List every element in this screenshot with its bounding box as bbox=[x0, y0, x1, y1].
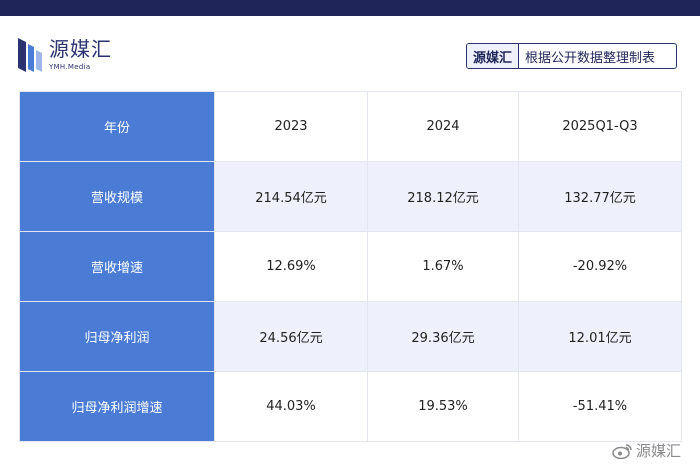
row-label: 归母净利润 bbox=[19, 301, 215, 372]
top-bar bbox=[0, 0, 700, 16]
logo-text: 源媒汇 YMH.Media bbox=[49, 38, 112, 72]
logo-name: 源媒汇 bbox=[49, 37, 112, 61]
header-cell-2024: 2024 bbox=[367, 91, 519, 162]
source-tag-brand: 源媒汇 bbox=[467, 44, 520, 68]
header-cell-2023: 2023 bbox=[214, 91, 368, 162]
table-row: 营收规模 214.54亿元 218.12亿元 132.77亿元 bbox=[19, 161, 682, 232]
table-cell: -51.41% bbox=[518, 371, 682, 442]
table-cell: 1.67% bbox=[367, 231, 519, 302]
logo-mark-icon bbox=[18, 38, 42, 72]
financial-table: 年份 2023 2024 2025Q1-Q3 营收规模 214.54亿元 218… bbox=[19, 91, 682, 442]
header-cell-2025q1-q3: 2025Q1-Q3 bbox=[518, 91, 682, 162]
row-label: 营收规模 bbox=[19, 161, 215, 232]
table-row: 营收增速 12.69% 1.67% -20.92% bbox=[19, 231, 682, 302]
table-cell: 24.56亿元 bbox=[214, 301, 368, 372]
table-header-row: 年份 2023 2024 2025Q1-Q3 bbox=[19, 91, 682, 162]
table-cell: 132.77亿元 bbox=[518, 161, 682, 232]
row-label: 归母净利润增速 bbox=[19, 371, 215, 442]
table-cell: 29.36亿元 bbox=[367, 301, 519, 372]
table-cell: 12.01亿元 bbox=[518, 301, 682, 372]
watermark-text: 源媒汇 bbox=[636, 442, 682, 460]
row-label: 营收增速 bbox=[19, 231, 215, 302]
watermark: 源媒汇 bbox=[612, 440, 681, 461]
table-cell: 44.03% bbox=[214, 371, 368, 442]
source-tag-text: 根据公开数据整理制表 bbox=[525, 50, 656, 66]
table-row: 归母净利润增速 44.03% 19.53% -51.41% bbox=[19, 371, 682, 442]
header-cell-year: 年份 bbox=[19, 91, 215, 162]
table-cell: -20.92% bbox=[518, 231, 682, 302]
source-tag: 源媒汇 根据公开数据整理制表 bbox=[466, 43, 677, 69]
logo-subtitle: YMH.Media bbox=[49, 63, 91, 71]
table-cell: 19.53% bbox=[367, 371, 519, 442]
table-row: 归母净利润 24.56亿元 29.36亿元 12.01亿元 bbox=[19, 301, 682, 372]
table-cell: 12.69% bbox=[214, 231, 368, 302]
weibo-icon bbox=[612, 443, 632, 459]
table-cell: 218.12亿元 bbox=[367, 161, 519, 232]
table-cell: 214.54亿元 bbox=[214, 161, 368, 232]
brand-logo: 源媒汇 YMH.Media bbox=[18, 38, 112, 74]
